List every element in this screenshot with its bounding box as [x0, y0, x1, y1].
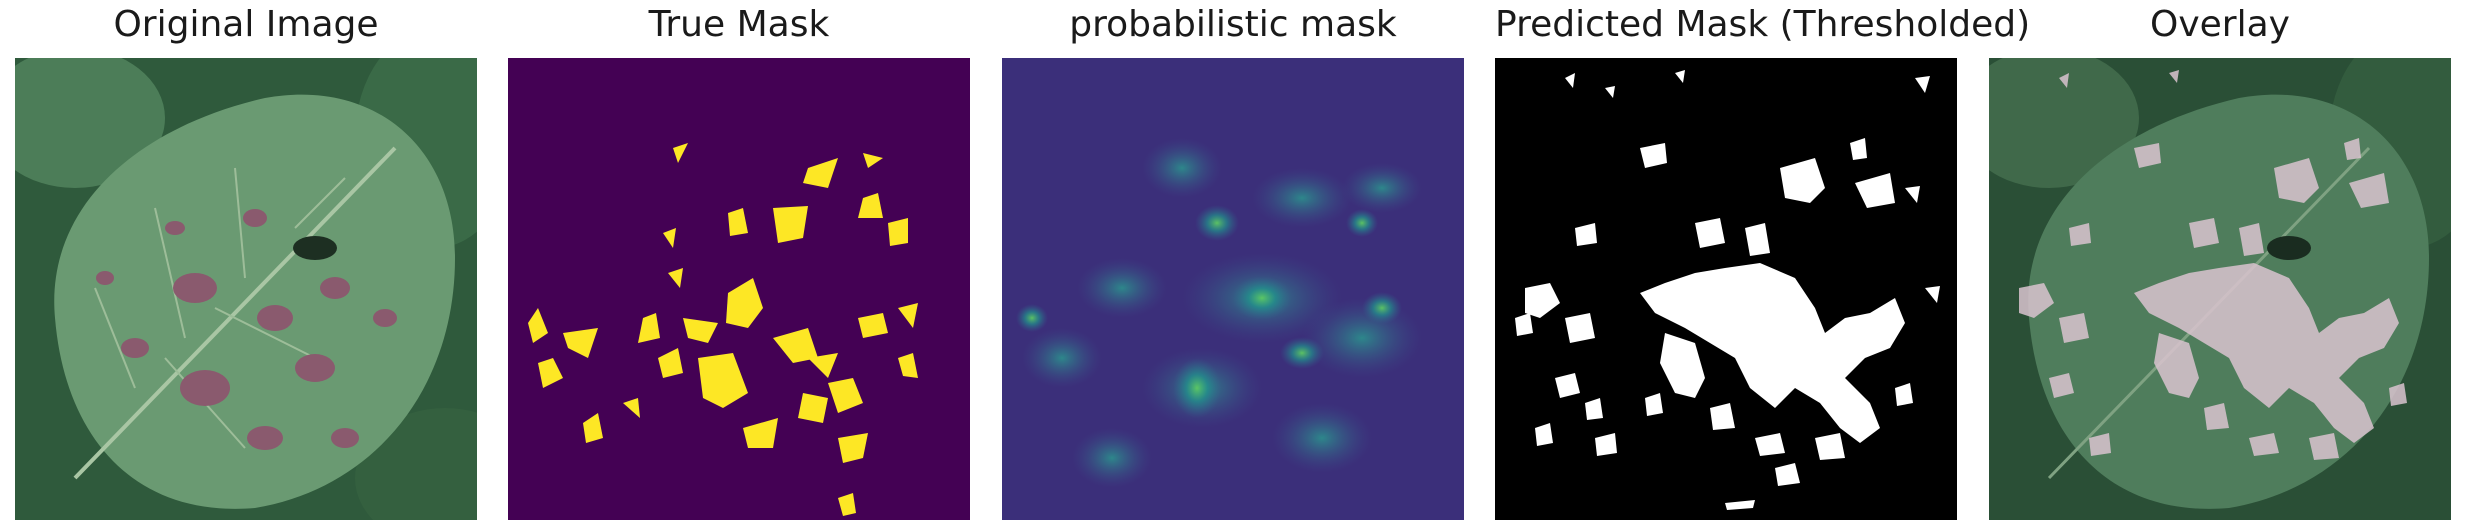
panel-title-overlay: Overlay: [2150, 4, 2290, 45]
probabilistic-mask-image: [1002, 58, 1464, 520]
panel-title-predicted-mask: Predicted Mask (Thresholded): [1495, 4, 2031, 45]
panel-title-probabilistic-mask: probabilistic mask: [1069, 4, 1397, 45]
original-image: [15, 58, 477, 520]
panel-title-true-mask: True Mask: [648, 4, 830, 45]
overlay-image: [1989, 58, 2451, 520]
predicted-mask-image: [1495, 58, 1957, 520]
panel-title-original: Original Image: [113, 4, 379, 45]
true-mask-image: [508, 58, 970, 520]
